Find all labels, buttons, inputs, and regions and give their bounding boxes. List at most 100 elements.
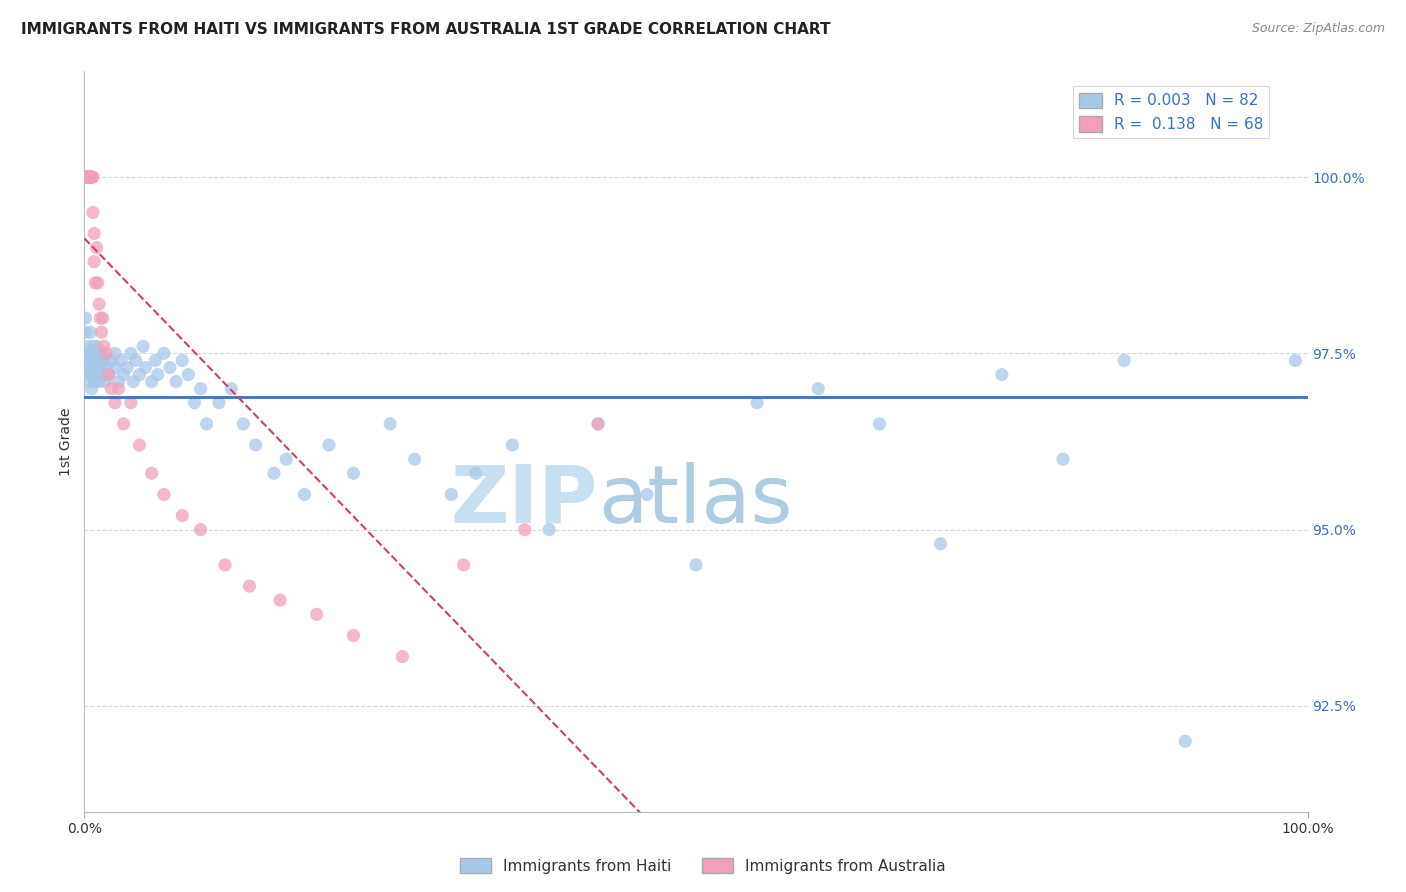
Point: [76, 170, 98, 185]
Point: [80, 170, 103, 185]
Point: [77, 170, 100, 185]
Point: [75, 170, 97, 185]
Point: [79, 170, 101, 185]
Point: [807, 382, 830, 396]
Text: ZIP: ZIP: [451, 462, 598, 540]
Point: [404, 452, 426, 467]
Point: [464, 467, 486, 481]
Point: [76, 170, 98, 185]
Point: [77, 170, 100, 185]
Point: [75, 170, 97, 185]
Point: [77, 353, 100, 368]
Point: [177, 368, 200, 382]
Point: [141, 467, 163, 481]
Point: [76, 368, 98, 382]
Point: [91, 368, 114, 382]
Point: [342, 628, 364, 642]
Point: [232, 417, 254, 431]
Point: [80, 382, 103, 396]
Y-axis label: 1st Grade: 1st Grade: [59, 408, 73, 475]
Point: [107, 382, 129, 396]
Point: [929, 537, 952, 551]
Point: [75, 170, 97, 185]
Point: [513, 523, 536, 537]
Point: [269, 593, 291, 607]
Point: [305, 607, 328, 622]
Point: [87, 375, 110, 389]
Point: [91, 311, 114, 326]
Point: [76, 170, 98, 185]
Point: [86, 241, 108, 255]
Legend: Immigrants from Haiti, Immigrants from Australia: Immigrants from Haiti, Immigrants from A…: [454, 852, 952, 880]
Point: [83, 346, 105, 360]
Point: [380, 417, 402, 431]
Point: [440, 487, 463, 501]
Point: [80, 170, 103, 185]
Point: [190, 382, 212, 396]
Point: [110, 353, 132, 368]
Point: [143, 353, 166, 368]
Legend: R = 0.003   N = 82, R =  0.138   N = 68: R = 0.003 N = 82, R = 0.138 N = 68: [1073, 87, 1270, 138]
Point: [79, 325, 101, 339]
Point: [77, 170, 100, 185]
Point: [685, 558, 707, 572]
Point: [82, 205, 104, 219]
Point: [100, 353, 122, 368]
Point: [90, 346, 112, 360]
Point: [89, 311, 111, 326]
Point: [75, 170, 97, 185]
Point: [342, 467, 364, 481]
Point: [1174, 734, 1197, 748]
Point: [165, 375, 187, 389]
Point: [75, 170, 97, 185]
Point: [75, 170, 97, 185]
Point: [502, 438, 524, 452]
Point: [75, 311, 97, 326]
Point: [219, 382, 242, 396]
Point: [128, 438, 150, 452]
Point: [112, 368, 135, 382]
Point: [75, 325, 97, 339]
Point: [77, 170, 100, 185]
Point: [76, 170, 98, 185]
Point: [245, 438, 267, 452]
Point: [77, 375, 100, 389]
Point: [79, 170, 101, 185]
Point: [83, 227, 105, 241]
Point: [90, 325, 112, 339]
Point: [586, 417, 609, 431]
Point: [77, 170, 100, 185]
Point: [238, 579, 260, 593]
Point: [122, 375, 145, 389]
Point: [153, 346, 176, 360]
Point: [135, 360, 157, 375]
Point: [83, 368, 105, 382]
Point: [77, 360, 100, 375]
Point: [1052, 452, 1074, 467]
Point: [141, 375, 163, 389]
Point: [120, 346, 142, 360]
Point: [80, 353, 103, 368]
Point: [87, 368, 110, 382]
Point: [96, 360, 118, 375]
Point: [77, 170, 100, 185]
Text: Source: ZipAtlas.com: Source: ZipAtlas.com: [1251, 22, 1385, 36]
Point: [991, 368, 1014, 382]
Point: [75, 170, 97, 185]
Point: [87, 276, 110, 290]
Point: [104, 360, 127, 375]
Point: [87, 353, 110, 368]
Point: [82, 339, 104, 353]
Point: [75, 170, 97, 185]
Point: [636, 487, 658, 501]
Point: [79, 368, 101, 382]
Point: [538, 523, 561, 537]
Point: [89, 360, 111, 375]
Point: [76, 346, 98, 360]
Point: [77, 170, 100, 185]
Point: [104, 346, 127, 360]
Point: [84, 353, 107, 368]
Point: [84, 375, 107, 389]
Point: [75, 170, 97, 185]
Point: [586, 417, 609, 431]
